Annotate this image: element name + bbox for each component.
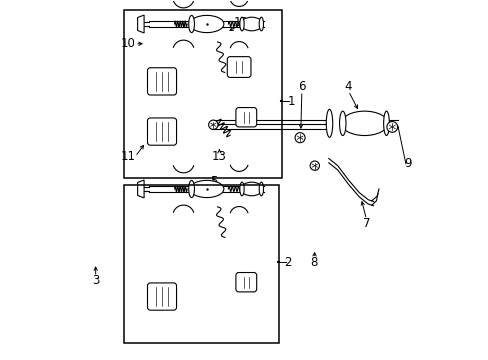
Text: 3: 3 bbox=[92, 274, 99, 287]
Ellipse shape bbox=[241, 17, 262, 31]
Ellipse shape bbox=[259, 17, 263, 31]
Ellipse shape bbox=[239, 17, 244, 31]
Ellipse shape bbox=[383, 111, 388, 135]
Text: 5: 5 bbox=[210, 175, 217, 188]
Text: 6: 6 bbox=[298, 80, 305, 93]
Bar bbox=[124, 185, 278, 343]
Text: 8: 8 bbox=[310, 256, 318, 269]
Ellipse shape bbox=[325, 109, 332, 137]
Text: 11: 11 bbox=[120, 150, 135, 163]
Ellipse shape bbox=[239, 182, 244, 196]
FancyBboxPatch shape bbox=[227, 57, 250, 77]
Ellipse shape bbox=[259, 182, 263, 196]
Text: 13: 13 bbox=[211, 150, 226, 163]
FancyBboxPatch shape bbox=[235, 108, 256, 127]
Polygon shape bbox=[137, 15, 144, 33]
Circle shape bbox=[309, 161, 319, 170]
Ellipse shape bbox=[241, 182, 262, 196]
Text: 10: 10 bbox=[120, 37, 135, 50]
FancyBboxPatch shape bbox=[147, 68, 176, 95]
Ellipse shape bbox=[188, 180, 194, 198]
Ellipse shape bbox=[188, 15, 194, 33]
Text: 7: 7 bbox=[362, 216, 369, 230]
Bar bbox=[124, 10, 282, 178]
Circle shape bbox=[294, 133, 305, 143]
FancyBboxPatch shape bbox=[147, 118, 176, 145]
Circle shape bbox=[208, 120, 218, 130]
Ellipse shape bbox=[341, 111, 387, 135]
Ellipse shape bbox=[189, 180, 224, 198]
Text: 4: 4 bbox=[344, 80, 351, 93]
Text: 1: 1 bbox=[287, 95, 294, 108]
Circle shape bbox=[386, 122, 397, 132]
FancyBboxPatch shape bbox=[147, 283, 176, 310]
Text: 9: 9 bbox=[403, 157, 410, 170]
Ellipse shape bbox=[189, 15, 224, 33]
FancyBboxPatch shape bbox=[235, 273, 256, 292]
Polygon shape bbox=[137, 180, 144, 198]
Text: 2: 2 bbox=[283, 256, 291, 269]
Ellipse shape bbox=[339, 111, 346, 135]
Text: 12: 12 bbox=[233, 16, 248, 29]
